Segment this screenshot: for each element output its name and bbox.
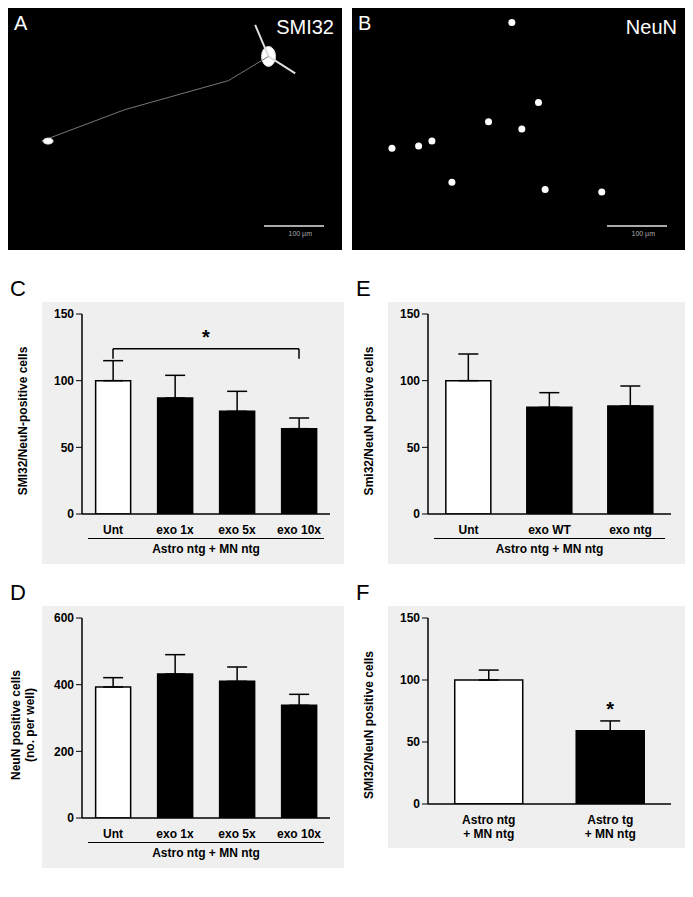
svg-text:exo 10x: exo 10x <box>277 523 321 537</box>
svg-text:0: 0 <box>413 507 420 521</box>
svg-text:400: 400 <box>54 678 74 692</box>
svg-text:50: 50 <box>407 735 421 749</box>
html-text:100 µm: 100 µm <box>631 230 655 237</box>
svg-text:exo 1x: exo 1x <box>156 827 194 841</box>
html-text:F: F <box>356 580 370 605</box>
svg-text:Unt: Unt <box>103 523 123 537</box>
html-text:E: E <box>356 276 371 301</box>
html-text:NeuN: NeuN <box>625 16 677 38</box>
svg-text:exo 5x: exo 5x <box>218 523 256 537</box>
html-text:SMI32: SMI32 <box>276 16 334 38</box>
svg-text:exo 5x: exo 5x <box>218 827 256 841</box>
svg-text:Astro ntg+ MN ntg: Astro ntg+ MN ntg <box>462 813 515 841</box>
svg-text:Unt: Unt <box>103 827 123 841</box>
html-text:SMI32/NeuN-positive cells: SMI32/NeuN-positive cells <box>16 346 30 496</box>
svg-text:100: 100 <box>400 374 420 388</box>
html-text:NeuN positive cells: NeuN positive cells <box>9 670 23 780</box>
html-text:A: A <box>14 12 28 34</box>
svg-text:Astro tg+ MN ntg: Astro tg+ MN ntg <box>585 813 636 841</box>
svg-text:50: 50 <box>407 441 421 455</box>
svg-text:600: 600 <box>54 611 74 625</box>
svg-text:Unt: Unt <box>459 523 479 537</box>
html-text:100 µm: 100 µm <box>288 230 312 237</box>
svg-text:150: 150 <box>400 611 420 625</box>
svg-text:*: * <box>202 326 210 348</box>
svg-text:200: 200 <box>54 745 74 759</box>
html-text:Astro ntg + MN ntg: Astro ntg + MN ntg <box>495 542 604 556</box>
html-text:B: B <box>358 12 372 34</box>
svg-text:exo ntg: exo ntg <box>609 523 652 537</box>
html-text:Astro ntg + MN ntg: Astro ntg + MN ntg <box>152 846 260 860</box>
svg-text:exo WT: exo WT <box>528 523 571 537</box>
svg-text:exo 10x: exo 10x <box>277 827 321 841</box>
svg-text:100: 100 <box>400 673 420 687</box>
svg-text:exo 1x: exo 1x <box>156 523 194 537</box>
svg-text:0: 0 <box>413 797 420 811</box>
svg-text:150: 150 <box>54 307 74 321</box>
html-text:(no. per well): (no. per well) <box>23 688 37 762</box>
html-text:Smi32/NeuN positive cells: Smi32/NeuN positive cells <box>362 346 376 496</box>
svg-text:*: * <box>606 698 614 720</box>
svg-text:0: 0 <box>67 507 74 521</box>
svg-text:50: 50 <box>61 441 75 455</box>
html-text:SMI32/NeuN positive cells: SMI32/NeuN positive cells <box>362 651 376 799</box>
svg-text:150: 150 <box>400 307 420 321</box>
html-text:Astro ntg + MN ntg: Astro ntg + MN ntg <box>152 542 260 556</box>
svg-text:0: 0 <box>67 811 74 825</box>
html-text:D: D <box>10 580 26 605</box>
html-text:C: C <box>10 276 26 301</box>
svg-text:100: 100 <box>54 374 74 388</box>
